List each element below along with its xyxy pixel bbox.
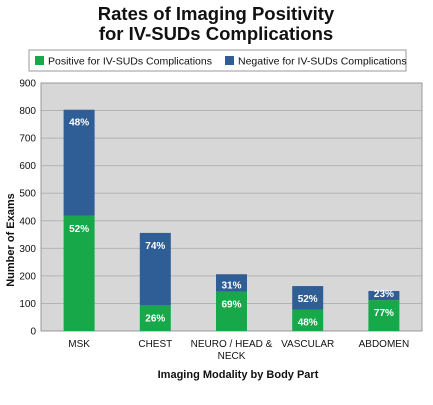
y-tick-label: 900 bbox=[19, 79, 36, 90]
x-category-label: NECK bbox=[218, 351, 246, 362]
y-axis-title: Number of Exams bbox=[5, 193, 17, 287]
x-category-label: NEURO / HEAD & bbox=[191, 339, 273, 350]
label-positive-3: 69% bbox=[221, 300, 241, 311]
legend-label-1: Positive for IV-SUDs Complications bbox=[48, 56, 212, 68]
y-tick-label: 700 bbox=[19, 134, 36, 145]
label-positive-2: 26% bbox=[145, 313, 165, 324]
bar-negative-3 bbox=[216, 274, 247, 292]
y-tick-label: 100 bbox=[19, 299, 36, 310]
bar-positive-5 bbox=[368, 300, 400, 331]
legend-label-2: Negative for IV-SUDs Complications bbox=[238, 56, 407, 68]
label-positive-4: 48% bbox=[298, 318, 318, 329]
y-tick-label: 300 bbox=[19, 244, 36, 255]
label-negative-3: 31% bbox=[221, 281, 241, 292]
legend-swatch-2 bbox=[225, 56, 234, 65]
x-category-label: VASCULAR bbox=[281, 339, 334, 350]
label-positive-5: 77% bbox=[374, 308, 394, 319]
y-tick-label: 600 bbox=[19, 161, 36, 172]
bar-negative-5 bbox=[368, 291, 400, 301]
y-tick-label: 200 bbox=[19, 271, 36, 282]
label-negative-2: 74% bbox=[145, 241, 165, 252]
legend-box bbox=[28, 49, 407, 72]
x-axis-title: Imaging Modality by Body Part bbox=[158, 369, 319, 381]
legend-swatch-1 bbox=[35, 56, 44, 65]
label-negative-5: 23% bbox=[374, 289, 394, 300]
bar-negative-1 bbox=[63, 109, 95, 216]
label-positive-1: 52% bbox=[69, 224, 89, 235]
chart-title-line-2: for IV-SUDs Complications bbox=[99, 23, 333, 44]
legend: Positive for IV-SUDs Complications Negati… bbox=[28, 49, 407, 72]
bars: 52% 48% 26% 74% 69% 31% 48% 52% 77% 23% bbox=[63, 109, 400, 331]
x-axis-categories: MSK CHEST NEURO / HEAD &NECK VASCULAR ABDOME… bbox=[68, 339, 409, 362]
bar-positive-3 bbox=[216, 291, 247, 331]
y-axis-ticks: 0 100 200 300 400 500 600 700 800 900 bbox=[19, 79, 36, 338]
bar-positive-4 bbox=[292, 309, 324, 331]
bar-negative-2 bbox=[139, 232, 171, 306]
label-negative-1: 48% bbox=[69, 118, 89, 129]
bar-positive-2 bbox=[139, 305, 171, 331]
bar-negative-4 bbox=[292, 286, 324, 310]
y-tick-label: 800 bbox=[19, 106, 36, 117]
plot-area bbox=[40, 82, 423, 332]
y-tick-label: 0 bbox=[30, 327, 36, 338]
chart-title-line-1: Rates of Imaging Positivity bbox=[98, 3, 335, 24]
y-tick-label: 500 bbox=[19, 189, 36, 200]
bar-positive-1 bbox=[63, 215, 95, 331]
x-category-label: MSK bbox=[68, 339, 90, 350]
x-category-label: CHEST bbox=[138, 339, 172, 350]
x-category-label: ABDOMEN bbox=[359, 339, 410, 350]
y-tick-label: 400 bbox=[19, 216, 36, 227]
label-negative-4: 52% bbox=[298, 294, 318, 305]
